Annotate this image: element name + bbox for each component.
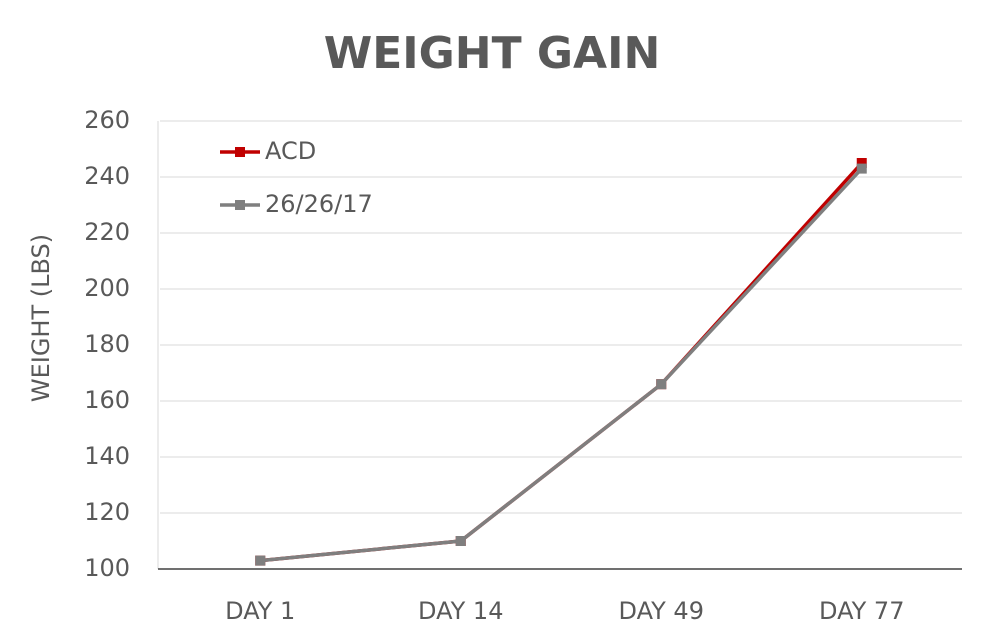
x-tick-label: DAY 49 — [619, 597, 704, 625]
y-tick-label: 240 — [84, 162, 130, 190]
y-tick-label: 220 — [84, 218, 130, 246]
y-tick-label: 100 — [84, 554, 130, 582]
point-marker — [255, 555, 266, 566]
y-axis-label: WEIGHT (LBS) — [27, 234, 55, 402]
x-tick-label: DAY 77 — [819, 597, 904, 625]
x-tick-label: DAY 1 — [225, 597, 295, 625]
y-tick-label: 160 — [84, 386, 130, 414]
point-marker — [856, 158, 867, 168]
point-marker — [856, 163, 867, 174]
chart-title: WEIGHT GAIN — [324, 28, 661, 79]
y-tick-label: 180 — [84, 330, 130, 358]
legend-label: 26/26/17 — [265, 190, 373, 218]
legend-marker — [235, 147, 245, 157]
x-tick-label: DAY 14 — [418, 597, 503, 625]
series-line — [260, 167, 864, 563]
series-line — [260, 161, 864, 563]
y-tick-label: 200 — [84, 274, 130, 302]
point-marker — [656, 379, 667, 390]
y-tick-label: 140 — [84, 442, 130, 470]
legend-marker — [235, 200, 245, 210]
y-tick-label: 260 — [84, 106, 130, 134]
legend-label: ACD — [265, 137, 316, 165]
y-tick-label: 120 — [84, 498, 130, 526]
point-marker — [455, 536, 466, 546]
